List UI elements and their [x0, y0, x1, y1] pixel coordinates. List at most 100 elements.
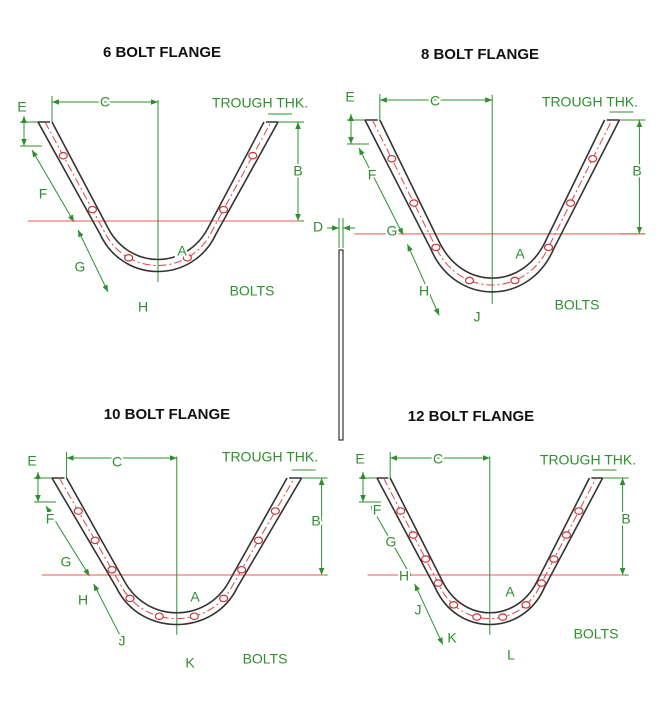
dim-label: C [112, 454, 122, 470]
bolt-hole [550, 556, 558, 562]
bolt-hole [450, 602, 458, 608]
flange-drawing [42, 456, 325, 634]
bolt-hole [271, 508, 279, 514]
dimension-line [31, 149, 75, 223]
bolt-hole [155, 613, 163, 619]
bolt-hole [567, 200, 575, 206]
dim-label: E [345, 89, 354, 105]
dim-label: H [138, 299, 148, 315]
dim-label: TROUGH THK. [212, 95, 308, 111]
bolt-hole [388, 156, 396, 162]
dim-label: H [419, 283, 429, 299]
bolt-hole [220, 595, 228, 601]
dim-label: C [100, 94, 110, 110]
bolt-circle-line [59, 478, 294, 619]
dim-label: E [27, 453, 36, 469]
bolt-hole [432, 244, 440, 250]
bolt-circle-line [384, 478, 596, 619]
dim-label: C [433, 451, 443, 467]
panel-title: 10 BOLT FLANGE [104, 406, 230, 423]
dim-label: F [368, 167, 377, 183]
bolt-hole [126, 595, 134, 601]
dimension-line [77, 229, 109, 293]
bolt-hole [125, 255, 133, 261]
dim-label: A [190, 589, 200, 605]
dim-label: D [313, 219, 323, 235]
dim-label: TROUGH THK. [540, 452, 636, 468]
bolt-hole [562, 532, 570, 538]
dim-label: L [507, 647, 515, 663]
dim-label: A [505, 584, 515, 600]
dim-label: B [293, 163, 302, 179]
dim-label: BOLTS [555, 297, 600, 313]
bolt-hole [238, 567, 246, 573]
bolt-hole [88, 206, 96, 212]
dim-label: TROUGH THK. [222, 449, 318, 465]
bolt-hole [473, 614, 481, 620]
flange-drawing [368, 456, 624, 634]
dim-label: BOLTS [230, 283, 275, 299]
bolt-hole [465, 277, 473, 283]
panel-1: 6 BOLT FLANGE E C TROUGH THK. B F A G H … [15, 44, 310, 317]
panel-3: 10 BOLT FLANGE E C TROUGH THK. B F G A H… [25, 406, 322, 673]
trough-inner [380, 120, 605, 278]
bolt-hole [410, 200, 418, 206]
bolt-hole [190, 613, 198, 619]
dim-label: F [373, 502, 382, 518]
dim-label: B [632, 163, 641, 179]
bolt-hole [499, 614, 507, 620]
bolt-hole [59, 153, 67, 159]
panel-2: 8 BOLT FLANGE E C TROUGH THK. B F G A H … [343, 46, 643, 327]
dimension-line [370, 505, 412, 577]
bolt-hole [409, 532, 417, 538]
dim-label: K [447, 630, 457, 646]
trough-inner [67, 478, 287, 613]
dim-label: G [387, 223, 398, 239]
flange-drawing [354, 95, 642, 304]
dim-label: A [177, 243, 187, 259]
bolt-circle-line [45, 122, 271, 266]
dim-label: F [39, 186, 48, 202]
dimension-line [414, 583, 444, 645]
dimension-line [93, 583, 126, 645]
bolt-hole [108, 567, 116, 573]
panel-title: 12 BOLT FLANGE [408, 408, 534, 425]
dim-label: H [78, 592, 88, 608]
dim-label: BOLTS [243, 651, 288, 667]
dim-label: G [61, 554, 72, 570]
dim-label: K [185, 655, 195, 671]
dimension-line [358, 147, 404, 236]
bolt-hole [537, 580, 545, 586]
bolt-hole [183, 255, 191, 261]
trough-outer [365, 120, 619, 292]
bolt-hole [397, 508, 405, 514]
flange-drawing [28, 100, 300, 282]
bolt-hole [249, 153, 257, 159]
panel-title: 6 BOLT FLANGE [103, 44, 221, 61]
dim-label: E [17, 99, 26, 115]
dim-label: E [355, 451, 364, 467]
trough-inner [52, 122, 264, 260]
dim-label: J [415, 602, 422, 618]
bolt-circle-line [372, 120, 612, 285]
bolt-hole [511, 277, 519, 283]
bolt-hole [254, 537, 262, 543]
panel-4: 12 BOLT FLANGE E C TROUGH THK. B F G H A… [353, 408, 638, 665]
dim-label: C [430, 93, 440, 109]
dim-label: G [75, 259, 86, 275]
bolt-hole [434, 580, 442, 586]
dim-label: B [311, 513, 320, 529]
dim-label: B [621, 511, 630, 527]
bolt-hole [575, 508, 583, 514]
dim-label: H [399, 568, 409, 584]
bolt-hole [545, 244, 553, 250]
dim-label: F [46, 511, 55, 527]
dimension-line [45, 505, 90, 577]
dim-label: TROUGH THK. [542, 94, 638, 110]
bolt-hole [589, 156, 597, 162]
dim-label: A [515, 246, 525, 262]
trough-outer [377, 478, 603, 625]
dim-label: G [386, 534, 397, 550]
trough-outer [52, 478, 302, 625]
